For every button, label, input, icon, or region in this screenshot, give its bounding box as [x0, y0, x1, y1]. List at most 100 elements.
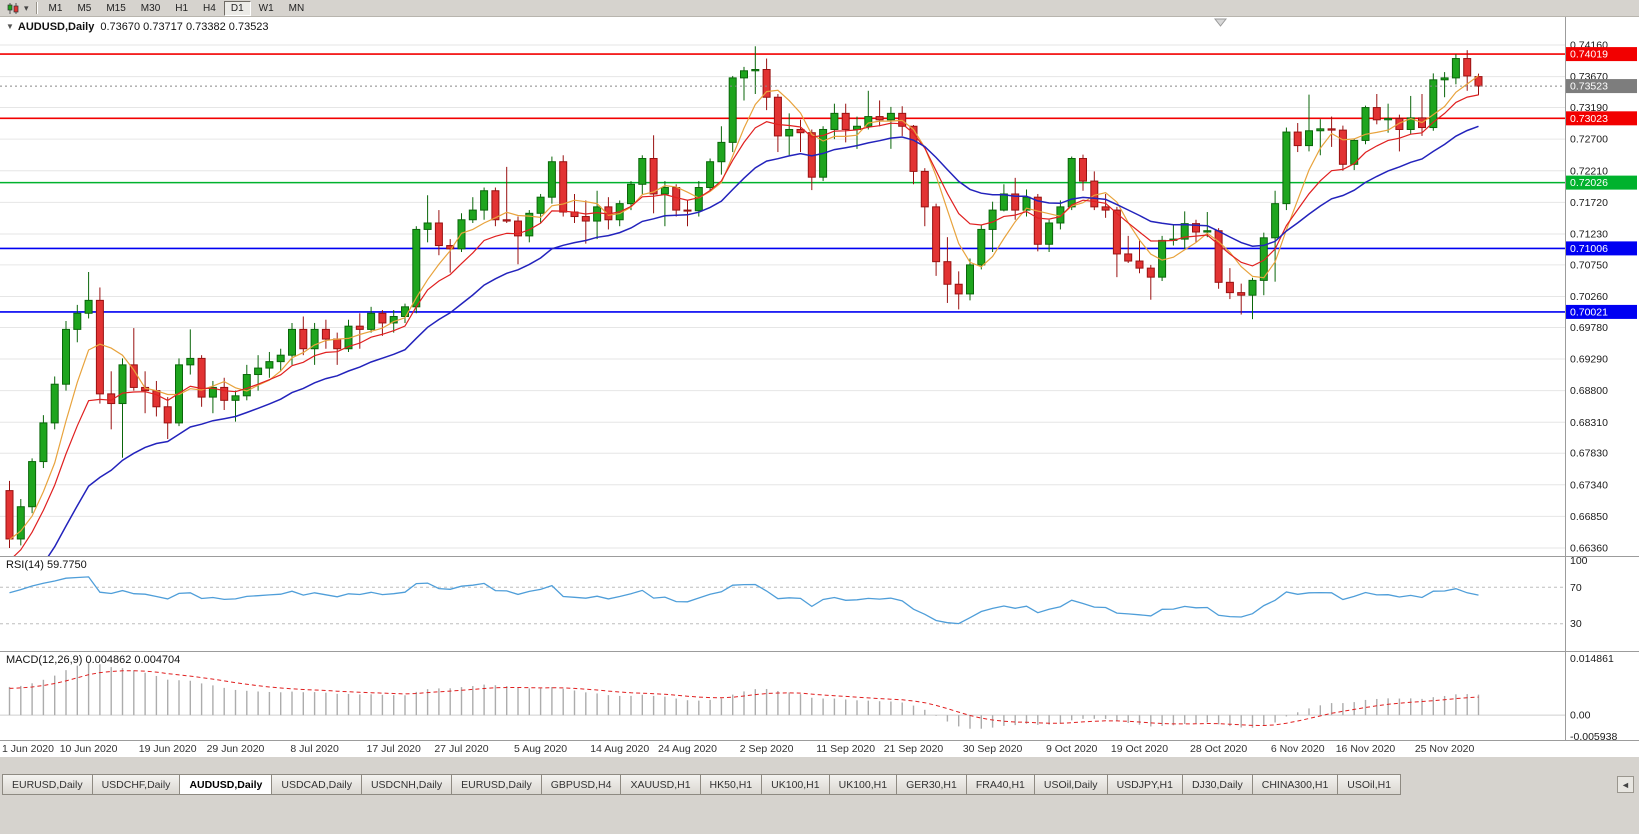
candle [1011, 177, 1020, 220]
timeframe-button-mn[interactable]: MN [288, 2, 305, 14]
candle [728, 75, 737, 153]
chart-tab-usdcnh-daily[interactable]: USDCNH,Daily [360, 774, 452, 795]
price-axis: 0.741600.736700.731900.727000.722100.717… [1570, 40, 1608, 555]
date-axis-label: 9 Oct 2020 [1046, 743, 1098, 755]
candle [559, 155, 568, 217]
macd-histogram [8, 662, 1480, 729]
candle [593, 190, 602, 240]
candle [1327, 116, 1336, 147]
candle [186, 329, 195, 375]
candle [321, 319, 330, 349]
chart-collapse-arrow-icon[interactable]: ▼ [6, 22, 14, 31]
timeframe-button-m5[interactable]: M5 [77, 2, 92, 14]
candle [423, 195, 432, 243]
candle [627, 181, 635, 211]
candle [1429, 73, 1438, 131]
candle [1293, 123, 1302, 153]
svg-text:0.70021: 0.70021 [1570, 306, 1608, 318]
chart-tab-usdcad-daily[interactable]: USDCAD,Daily [271, 774, 361, 795]
svg-text:0.74019: 0.74019 [1570, 49, 1608, 61]
chart-tab-usdjpy-h1[interactable]: USDJPY,H1 [1106, 774, 1182, 795]
date-axis-label: 16 Nov 2020 [1336, 743, 1396, 755]
candle [920, 168, 929, 227]
chart-tab-ger30-h1[interactable]: GER30,H1 [896, 774, 966, 795]
price-axis-label: 0.69780 [1570, 322, 1608, 334]
rsi-axis-label: 30 [1570, 618, 1582, 630]
chart-tab-dj30-daily[interactable]: DJ30,Daily [1181, 774, 1252, 795]
date-axis-label: 8 Jul 2020 [290, 743, 339, 755]
candle [1338, 125, 1347, 171]
chart-type-dropdown-icon[interactable]: ▾ [24, 2, 29, 13]
chart-tab-usoil-daily[interactable]: USOil,Daily [1033, 774, 1107, 795]
chart-tab-uk100-h1[interactable]: UK100,H1 [761, 774, 829, 795]
price-axis-label: 0.67340 [1570, 479, 1608, 491]
chart-tab-uk100-h1[interactable]: UK100,H1 [828, 774, 897, 795]
candle [95, 287, 104, 404]
candle [1124, 235, 1133, 263]
candle [1361, 105, 1370, 145]
tab-scroll-left-icon[interactable]: ◄ [1617, 776, 1634, 793]
price-axis-label: 0.72210 [1570, 165, 1608, 177]
candle [1372, 94, 1381, 125]
date-axis-label: 27 Jul 2020 [434, 743, 488, 755]
price-axis-label: 0.71720 [1570, 197, 1608, 209]
svg-text:0.73023: 0.73023 [1570, 113, 1608, 125]
price-axis-label: 0.72700 [1570, 134, 1608, 146]
svg-text:0.72026: 0.72026 [1570, 177, 1608, 189]
timeframe-button-m1[interactable]: M1 [48, 2, 63, 14]
chart-tab-gbpusd-h4[interactable]: GBPUSD,H4 [540, 774, 621, 795]
candle [1180, 211, 1189, 249]
chart-canvas[interactable]: 0.74160 0.73670 0.73190 0.72700 0.72210 0.717… [0, 17, 1639, 757]
timeframe-button-h1[interactable]: H1 [175, 2, 189, 14]
candle [39, 415, 48, 469]
chart-tab-china300-h1[interactable]: CHINA300,H1 [1251, 774, 1338, 795]
candle [1033, 193, 1042, 252]
rsi-line [9, 576, 1479, 625]
candle [468, 197, 477, 223]
timeframe-button-w1[interactable]: W1 [258, 2, 274, 14]
timeframe-button-d1[interactable]: D1 [223, 0, 251, 16]
chart-tab-eurusd-daily[interactable]: EURUSD,Daily [2, 774, 92, 795]
candle [773, 94, 782, 153]
chart-ohlc-values: 0.73670 0.73717 0.73382 0.73523 [100, 21, 269, 33]
candle [480, 187, 489, 220]
candle [62, 321, 70, 391]
candle [525, 210, 534, 243]
chart-tab-usoil-h1[interactable]: USOil,H1 [1337, 774, 1402, 795]
chart-tab-usdchf-daily[interactable]: USDCHF,Daily [91, 774, 180, 795]
candle [50, 376, 59, 430]
candle [1350, 139, 1359, 171]
candle [954, 271, 963, 310]
candle [1101, 193, 1110, 218]
timeframe-button-h4[interactable]: H4 [203, 2, 216, 14]
candle [434, 210, 443, 256]
chart-tab-fra40-h1[interactable]: FRA40,H1 [965, 774, 1034, 795]
date-axis-label: 21 Sep 2020 [884, 743, 944, 755]
date-axis-label: 29 Jun 2020 [207, 743, 265, 755]
chart-tab-hk50-h1[interactable]: HK50,H1 [699, 774, 762, 795]
candle [1474, 73, 1483, 96]
candle [378, 310, 387, 336]
candle [638, 155, 647, 194]
chart-type-icon[interactable] [4, 1, 22, 16]
price-badge: 0.73023 [1566, 111, 1637, 126]
chart-tab-audusd-daily[interactable]: AUDUSD,Daily [179, 774, 272, 795]
date-axis-label: 17 Jul 2020 [367, 743, 421, 755]
candle [502, 166, 511, 223]
candle [1384, 103, 1393, 133]
chart-tab-eurusd-daily[interactable]: EURUSD,Daily [451, 774, 541, 795]
timeframe-button-m30[interactable]: M30 [140, 2, 161, 14]
candle [536, 193, 545, 223]
chart-tab-xauusd-h1[interactable]: XAUUSD,H1 [620, 774, 700, 795]
price-badge: 0.70021 [1566, 304, 1637, 319]
price-axis-label: 0.68800 [1570, 385, 1608, 397]
chart-shift-marker[interactable] [1213, 18, 1228, 27]
rsi-indicator-label: RSI(14) 59.7750 [6, 559, 87, 571]
chart-svg[interactable]: 0.741600.736700.731900.727000.722100.717… [0, 17, 1639, 757]
candlestick-glyph [7, 2, 19, 14]
date-axis-label: 5 Aug 2020 [514, 743, 567, 755]
candle [1451, 54, 1460, 85]
candle [740, 66, 748, 101]
candle [310, 322, 319, 365]
timeframe-button-m15[interactable]: M15 [106, 2, 126, 14]
